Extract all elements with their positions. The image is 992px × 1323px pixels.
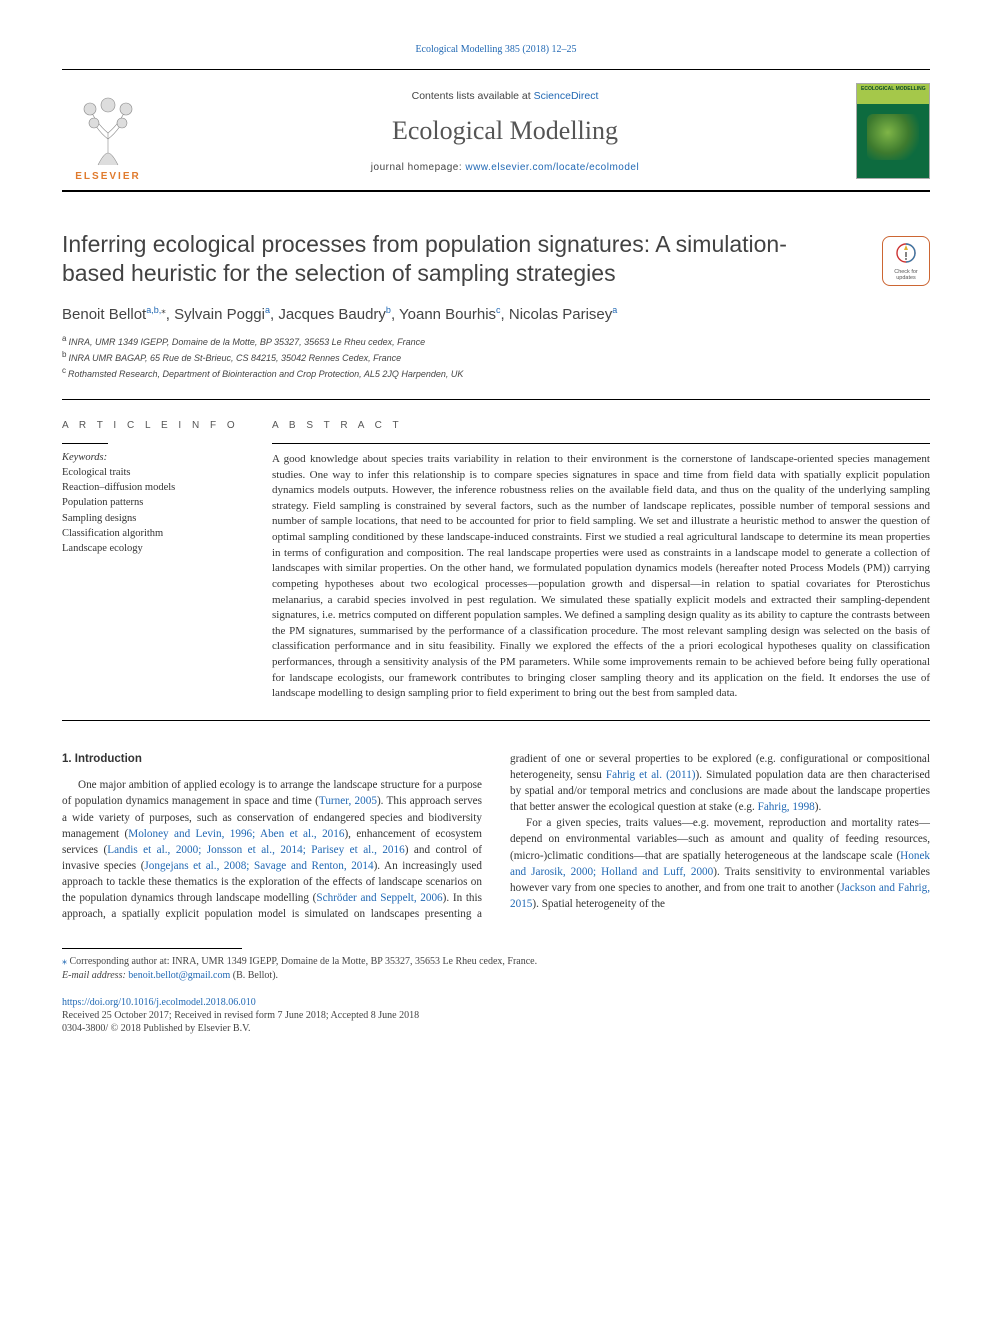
email-line: E-mail address: benoit.bellot@gmail.com … [62,969,930,983]
email-link[interactable]: benoit.bellot@gmail.com [128,970,230,981]
journal-banner: ELSEVIER Contents lists available at Sci… [62,69,930,192]
title-block: Inferring ecological processes from popu… [62,230,930,289]
author-3-aff: b [386,305,391,315]
author-5: Nicolas Parisey [509,306,612,323]
homepage-line: journal homepage: www.elsevier.com/locat… [164,162,846,173]
keyword-5: Classification algorithm [62,526,248,541]
author-4: Yoann Bourhis [399,306,496,323]
intro-para-2: For a given species, traits values—e.g. … [510,815,930,912]
contents-text: Contents lists available at [412,90,534,102]
sciencedirect-link[interactable]: ScienceDirect [534,90,599,102]
affiliation-a: aINRA, UMR 1349 IGEPP, Domaine de la Mot… [62,333,930,349]
keyword-4: Sampling designs [62,511,248,526]
keyword-3: Population patterns [62,495,248,510]
abstract-rule [272,443,930,444]
cite-schroder-2006[interactable]: Schröder and Seppelt, 2006 [316,892,442,904]
author-5-aff: a [612,305,617,315]
cite-turner-2005[interactable]: Turner, 2005 [319,795,377,807]
journal-cover-thumb: ECOLOGICAL MODELLING [856,83,930,179]
info-abstract-row: A R T I C L E I N F O Keywords: Ecologic… [62,420,930,702]
cover-art [867,114,919,160]
footnotes: ⁎ Corresponding author at: INRA, UMR 134… [62,955,930,983]
article-info-head: A R T I C L E I N F O [62,420,248,431]
author-1: Benoit Bellot [62,306,146,323]
author-4-aff: c [496,305,501,315]
author-1-aff: a,b, [146,305,161,315]
author-1-corr: ⁎ [161,305,166,315]
badge-text: Check forupdates [894,269,918,281]
received-line: Received 25 October 2017; Received in re… [62,1010,930,1021]
keyword-6: Landscape ecology [62,541,248,556]
cite-jongejans-2008[interactable]: Jongejans et al., 2008; Savage and Rento… [144,860,373,872]
contents-line: Contents lists available at ScienceDirec… [164,90,846,102]
corresponding-author: ⁎ Corresponding author at: INRA, UMR 134… [62,955,930,969]
intro-heading: 1. Introduction [62,751,482,768]
elsevier-tree-icon [74,97,142,167]
homepage-link[interactable]: www.elsevier.com/locate/ecolmodel [465,162,639,173]
cite-moloney-1996[interactable]: Moloney and Levin, 1996; Aben et al., 20… [128,828,344,840]
homepage-prefix: journal homepage: [371,162,466,173]
publisher-logo: ELSEVIER [62,80,154,182]
affiliations: aINRA, UMR 1349 IGEPP, Domaine de la Mot… [62,333,930,381]
running-head: Ecological Modelling 385 (2018) 12–25 [62,44,930,55]
crossmark-icon [893,241,919,267]
body-columns: 1. Introduction One major ambition of ap… [62,751,930,923]
separator-rule-2 [62,720,930,721]
author-list: Benoit Bellota,b,⁎, Sylvain Poggia, Jacq… [62,305,930,323]
short-rule [62,443,108,444]
cite-fahrig-1998[interactable]: Fahrig, 1998 [758,801,815,813]
issn-line: 0304-3800/ © 2018 Published by Elsevier … [62,1023,930,1034]
doi-link[interactable]: https://doi.org/10.1016/j.ecolmodel.2018… [62,997,256,1008]
author-2: Sylvain Poggi [174,306,265,323]
abstract-text: A good knowledge about species traits va… [272,452,930,702]
affiliation-c: cRothamsted Research, Department of Bioi… [62,365,930,381]
article-info-column: A R T I C L E I N F O Keywords: Ecologic… [62,420,272,702]
keyword-2: Reaction–diffusion models [62,480,248,495]
abstract-head: A B S T R A C T [272,420,930,431]
cite-landis-2000[interactable]: Landis et al., 2000; Jonsson et al., 201… [107,844,404,856]
keyword-1: Ecological traits [62,465,248,480]
author-2-aff: a [265,305,270,315]
citation-link[interactable]: Ecological Modelling 385 (2018) 12–25 [415,44,576,55]
check-updates-badge[interactable]: Check forupdates [882,236,930,286]
journal-name: Ecological Modelling [164,116,846,146]
doi-line: https://doi.org/10.1016/j.ecolmodel.2018… [62,997,930,1008]
page: Ecological Modelling 385 (2018) 12–25 [0,0,992,1064]
footnote-separator [62,948,242,949]
article-title: Inferring ecological processes from popu… [62,230,930,289]
banner-center: Contents lists available at ScienceDirec… [154,90,856,173]
cover-title: ECOLOGICAL MODELLING [861,87,926,93]
separator-rule [62,399,930,400]
affiliation-b: bINRA UMR BAGAP, 65 Rue de St-Brieuc, CS… [62,349,930,365]
abstract-column: A B S T R A C T A good knowledge about s… [272,420,930,702]
author-3: Jacques Baudry [278,306,386,323]
elsevier-wordmark: ELSEVIER [75,171,140,182]
keywords-label: Keywords: [62,452,248,463]
cite-fahrig-2011[interactable]: Fahrig et al. (2011) [606,769,696,781]
